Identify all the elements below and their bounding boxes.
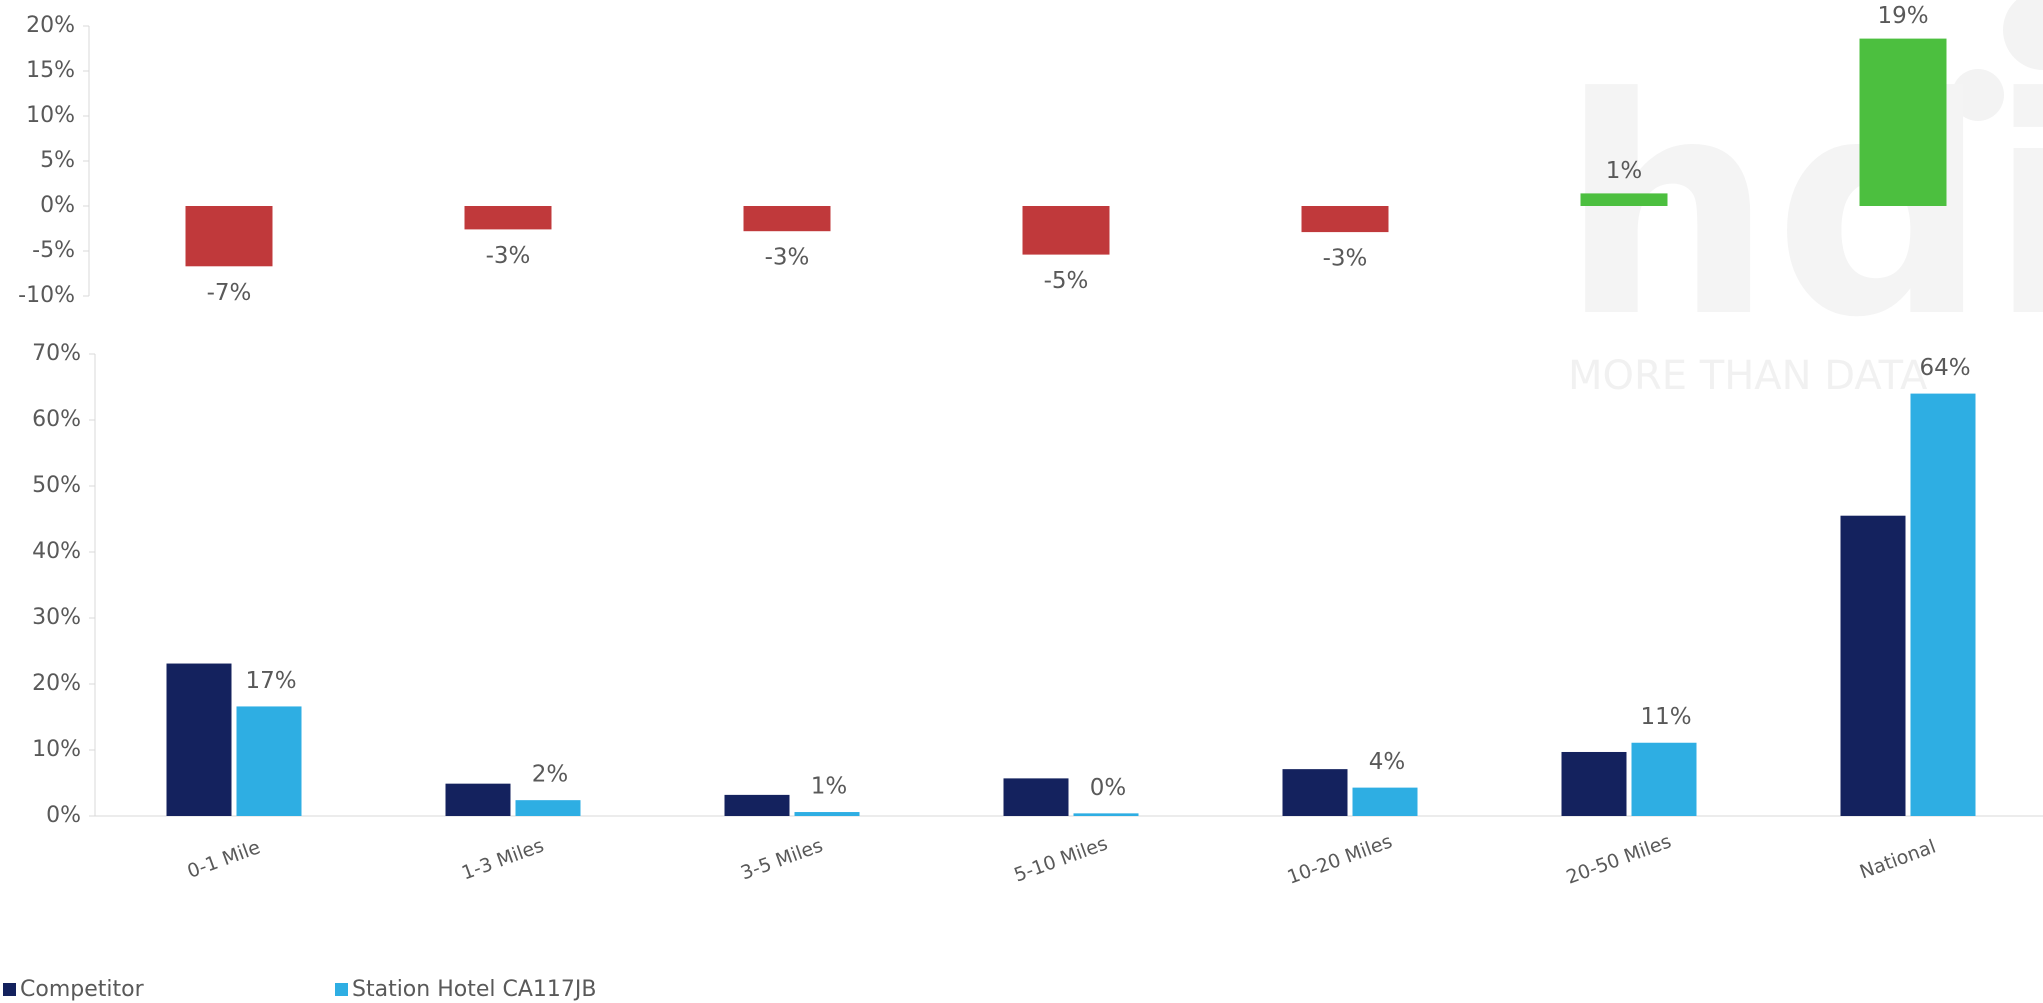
bar xyxy=(743,206,831,232)
legend-label: Station Hotel CA117JB xyxy=(352,977,596,1002)
watermark-circle xyxy=(1952,69,2004,121)
y-tick-label: 20% xyxy=(32,671,81,696)
legend-item: Competitor xyxy=(3,977,145,1002)
value-label: 1% xyxy=(811,774,848,800)
x-tick-label: 10-20 Miles xyxy=(1284,830,1395,888)
y-tick-label: 70% xyxy=(32,341,81,366)
value-label: -7% xyxy=(207,280,252,306)
value-label: 64% xyxy=(1919,355,1970,381)
bar xyxy=(515,800,581,816)
x-tick-label: 5-10 Miles xyxy=(1011,832,1110,886)
value-label: 1% xyxy=(1606,158,1643,184)
x-tick-label: 1-3 Miles xyxy=(459,835,547,885)
legend-swatch xyxy=(3,983,16,996)
value-label: 0% xyxy=(1090,775,1127,801)
value-label: -3% xyxy=(765,245,810,271)
y-tick-label: -5% xyxy=(32,238,75,263)
value-label: 17% xyxy=(245,668,296,694)
bar xyxy=(794,812,860,816)
y-tick-label: 10% xyxy=(26,103,75,128)
x-tick-label: 3-5 Miles xyxy=(738,835,826,885)
y-tick-label: 40% xyxy=(32,539,81,564)
bar xyxy=(236,706,302,816)
watermark: hdi MORE THAN DATA xyxy=(1560,0,2043,399)
watermark-tagline: MORE THAN DATA xyxy=(1568,353,1928,399)
bar xyxy=(166,663,232,816)
y-tick-label: 5% xyxy=(40,148,75,173)
bar xyxy=(1859,38,1947,206)
value-label: 11% xyxy=(1640,704,1691,730)
bar xyxy=(445,783,511,816)
x-tick-label: 20-50 Miles xyxy=(1563,830,1674,888)
y-tick-label: -10% xyxy=(18,283,75,308)
bar xyxy=(1073,813,1139,816)
legend-item: Station Hotel CA117JB xyxy=(335,977,596,1002)
bar xyxy=(1022,206,1110,255)
bar xyxy=(1840,515,1906,816)
x-tick-label: National xyxy=(1857,836,1939,884)
value-label: -5% xyxy=(1044,268,1089,294)
bar xyxy=(1003,778,1069,816)
bar xyxy=(1910,393,1976,816)
y-tick-label: 10% xyxy=(32,737,81,762)
value-label: 4% xyxy=(1369,749,1406,775)
bar xyxy=(185,206,273,267)
bar xyxy=(1282,769,1348,816)
y-tick-label: 20% xyxy=(26,13,75,38)
value-label: 2% xyxy=(532,762,569,788)
y-tick-label: 60% xyxy=(32,407,81,432)
y-tick-label: 50% xyxy=(32,473,81,498)
legend-swatch xyxy=(335,983,348,996)
bar xyxy=(464,206,552,230)
bar xyxy=(1352,787,1418,816)
y-tick-label: 0% xyxy=(40,193,75,218)
y-tick-label: 15% xyxy=(26,58,75,83)
x-tick-label: 0-1 Mile xyxy=(184,836,263,883)
y-tick-label: 30% xyxy=(32,605,81,630)
bar xyxy=(724,794,790,816)
value-label: -3% xyxy=(1323,246,1368,272)
legend-label: Competitor xyxy=(20,977,145,1002)
y-tick-label: 0% xyxy=(46,803,81,828)
bar xyxy=(1301,206,1389,233)
watermark-circle xyxy=(2003,0,2043,70)
bar xyxy=(1561,751,1627,816)
bar xyxy=(1631,742,1697,816)
watermark-logo: hdi xyxy=(1560,34,2043,383)
value-label: 19% xyxy=(1877,3,1928,29)
value-label: -3% xyxy=(486,243,531,269)
bar xyxy=(1580,193,1668,206)
